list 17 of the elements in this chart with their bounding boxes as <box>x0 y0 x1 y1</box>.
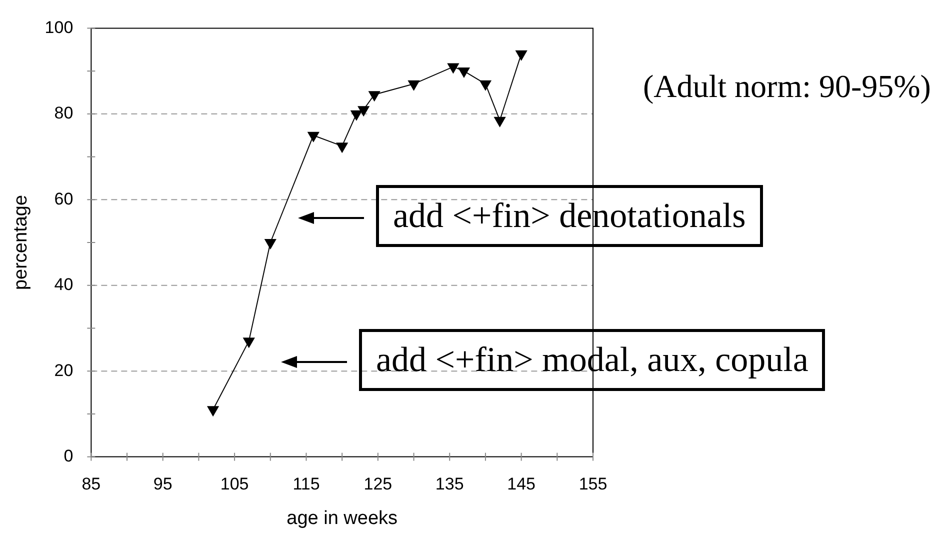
text: (Adult norm: 90-95%) <box>643 68 931 106</box>
x-tick-label: 105 <box>220 474 249 494</box>
y-tick-label: 0 <box>64 446 74 466</box>
x-tick-label: 115 <box>292 474 320 494</box>
y-tick-label: 100 <box>44 18 74 37</box>
y-tick-label: 40 <box>54 275 74 294</box>
x-tick-label: 125 <box>364 474 392 494</box>
y-axis-title: percentage <box>10 194 32 290</box>
x-tick-label: 95 <box>153 474 172 494</box>
x-tick-label: 155 <box>578 474 608 494</box>
x-tick-label: 145 <box>507 474 536 494</box>
y-tick-label: 60 <box>54 189 74 208</box>
x-axis-title: age in weeks <box>286 508 398 529</box>
y-tick-label: 20 <box>54 360 74 380</box>
x-tick-label: 135 <box>435 474 464 494</box>
y-tick-label: 80 <box>54 104 74 123</box>
x-tick-label: 85 <box>82 474 101 494</box>
